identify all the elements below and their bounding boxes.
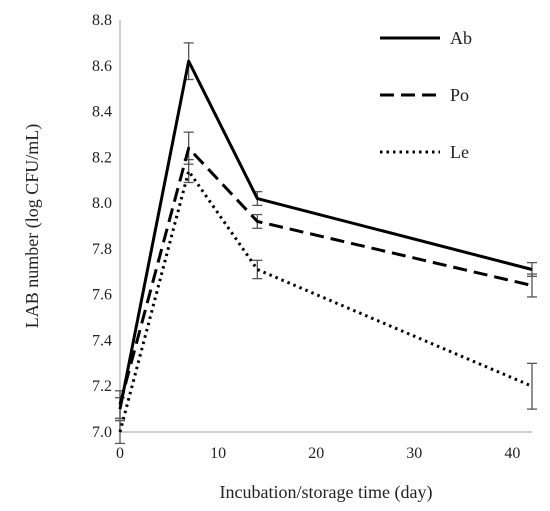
legend-label-po: Po bbox=[450, 85, 469, 105]
y-axis-title: LAB number (log CFU/mL) bbox=[22, 124, 43, 329]
x-axis-title: Incubation/storage time (day) bbox=[220, 482, 433, 503]
legend: Ab Po Le bbox=[380, 28, 472, 162]
y-tick-label: 7.6 bbox=[92, 287, 112, 304]
y-tick-labels: 7.0 7.2 7.4 7.6 7.8 8.0 8.2 8.4 8.6 8.8 bbox=[92, 12, 112, 441]
y-tick-label: 8.2 bbox=[92, 149, 112, 166]
legend-label-ab: Ab bbox=[450, 28, 472, 48]
series-line-po bbox=[118, 146, 533, 405]
y-tick-label: 8.0 bbox=[92, 195, 112, 212]
series-line-ab bbox=[118, 59, 533, 410]
x-tick-label: 0 bbox=[116, 445, 124, 462]
y-tick-label: 7.0 bbox=[92, 424, 112, 441]
axes bbox=[119, 20, 532, 433]
y-tick-label: 8.6 bbox=[92, 58, 112, 75]
legend-label-le: Le bbox=[450, 142, 469, 162]
series-line-le bbox=[118, 169, 533, 433]
y-tick-label: 8.4 bbox=[92, 104, 112, 121]
y-tick-label: 7.2 bbox=[92, 378, 112, 395]
y-tick-label: 8.8 bbox=[92, 12, 112, 29]
error-bars bbox=[115, 42, 537, 445]
series-lines bbox=[118, 59, 533, 433]
y-tick-label: 7.4 bbox=[92, 332, 112, 349]
x-tick-label: 20 bbox=[308, 445, 324, 462]
x-tick-label: 10 bbox=[210, 445, 226, 462]
x-tick-labels: 0 10 20 30 40 bbox=[116, 445, 520, 462]
x-tick-label: 40 bbox=[504, 445, 520, 462]
x-tick-label: 30 bbox=[406, 445, 422, 462]
y-tick-label: 7.8 bbox=[92, 241, 112, 258]
